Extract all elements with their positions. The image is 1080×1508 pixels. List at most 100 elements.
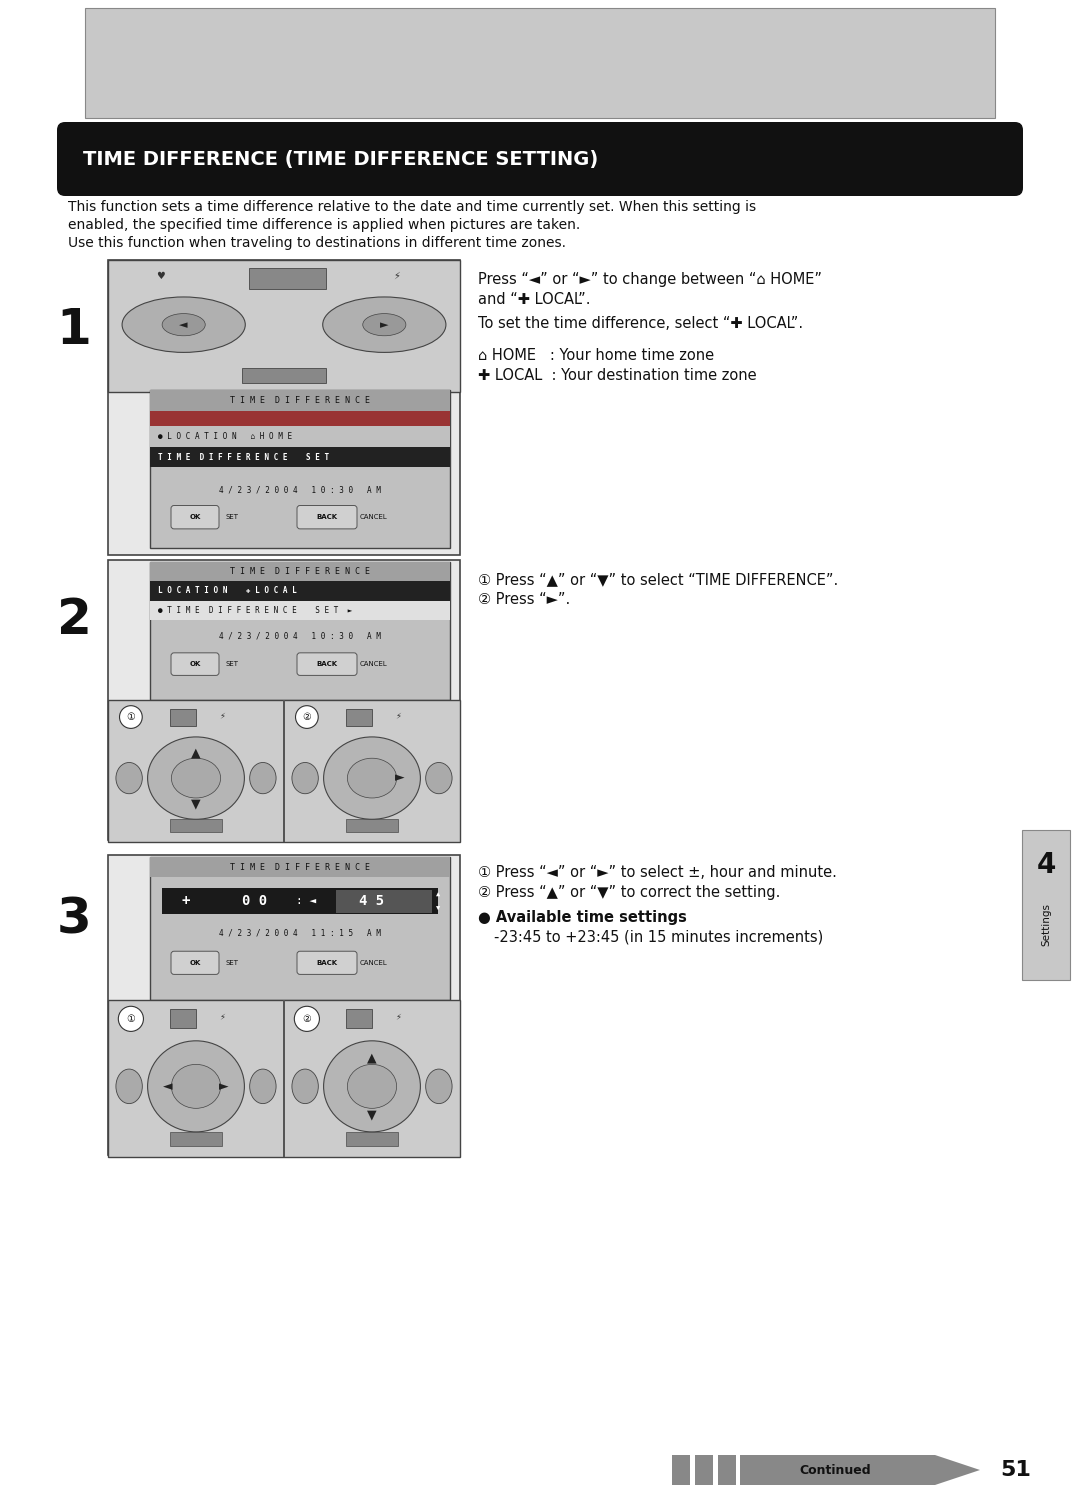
- Bar: [1022, 829, 1070, 980]
- Text: 51: 51: [1000, 1460, 1031, 1479]
- Bar: [150, 427, 450, 446]
- Text: TIME DIFFERENCE (TIME DIFFERENCE SETTING): TIME DIFFERENCE (TIME DIFFERENCE SETTING…: [83, 149, 598, 169]
- Ellipse shape: [249, 1069, 276, 1104]
- Text: ② Press “►”.: ② Press “►”.: [478, 593, 570, 608]
- Text: OK: OK: [189, 959, 201, 965]
- Bar: [150, 391, 450, 547]
- Bar: [718, 1455, 735, 1485]
- Bar: [150, 391, 450, 410]
- Text: SET: SET: [225, 514, 238, 520]
- Ellipse shape: [348, 759, 396, 798]
- Text: ⚡: ⚡: [393, 270, 400, 280]
- Bar: [150, 857, 450, 878]
- Ellipse shape: [148, 1041, 244, 1133]
- Text: BACK: BACK: [316, 661, 338, 667]
- Text: ►: ►: [219, 1080, 229, 1093]
- Text: ◄: ◄: [179, 320, 188, 330]
- Text: L O C A T I O N    ✚ L O C A L: L O C A T I O N ✚ L O C A L: [158, 587, 297, 596]
- Bar: [108, 855, 460, 1155]
- FancyBboxPatch shape: [57, 122, 1023, 196]
- Bar: [346, 819, 399, 832]
- Ellipse shape: [162, 314, 205, 336]
- Text: ① Press “◄” or “►” to select ±, hour and minute.: ① Press “◄” or “►” to select ±, hour and…: [478, 866, 837, 881]
- Text: 4 / 2 3 / 2 0 0 4   1 0 : 3 0   A M: 4 / 2 3 / 2 0 0 4 1 0 : 3 0 A M: [219, 486, 381, 495]
- Text: CANCEL: CANCEL: [360, 661, 388, 667]
- Text: ▲: ▲: [367, 1051, 377, 1065]
- Bar: [150, 562, 450, 581]
- FancyBboxPatch shape: [171, 653, 219, 676]
- Bar: [170, 1133, 222, 1146]
- Bar: [85, 8, 995, 118]
- Ellipse shape: [323, 297, 446, 353]
- Text: SET: SET: [225, 959, 238, 965]
- Text: -23:45 to +23:45 (in 15 minutes increments): -23:45 to +23:45 (in 15 minutes incremen…: [494, 930, 823, 946]
- Text: This function sets a time difference relative to the date and time currently set: This function sets a time difference rel…: [68, 201, 756, 214]
- Text: ①: ①: [126, 712, 135, 722]
- Text: OK: OK: [189, 661, 201, 667]
- Text: T I M E  D I F F E R E N C E: T I M E D I F F E R E N C E: [230, 395, 370, 404]
- Text: 3: 3: [56, 896, 92, 944]
- Text: ● L O C A T I O N   ⌂ H O M E: ● L O C A T I O N ⌂ H O M E: [158, 433, 292, 442]
- Text: Settings: Settings: [1041, 903, 1051, 947]
- Text: ►: ►: [380, 320, 389, 330]
- Text: ● Available time settings: ● Available time settings: [478, 909, 687, 924]
- Ellipse shape: [363, 314, 406, 336]
- Text: 4 5: 4 5: [360, 894, 384, 908]
- Text: ● T I M E  D I F F E R E N C E    S E T  ►: ● T I M E D I F F E R E N C E S E T ►: [158, 606, 352, 615]
- Bar: [150, 562, 450, 700]
- Text: Press “◄” or “►” to change between “⌂ HOME”: Press “◄” or “►” to change between “⌂ HO…: [478, 271, 822, 287]
- Bar: [283, 700, 285, 841]
- Ellipse shape: [348, 1065, 396, 1108]
- Text: +: +: [181, 894, 190, 908]
- Text: BACK: BACK: [316, 514, 338, 520]
- Text: ▼: ▼: [191, 798, 201, 810]
- Circle shape: [295, 1006, 320, 1031]
- Bar: [150, 857, 450, 1000]
- Text: Use this function when traveling to destinations in different time zones.: Use this function when traveling to dest…: [68, 235, 566, 250]
- Ellipse shape: [324, 737, 420, 819]
- Bar: [696, 1455, 713, 1485]
- Text: ① Press “▲” or “▼” to select “TIME DIFFERENCE”.: ① Press “▲” or “▼” to select “TIME DIFFE…: [478, 572, 838, 587]
- Text: 4 / 2 3 / 2 0 0 4   1 1 : 1 5   A M: 4 / 2 3 / 2 0 0 4 1 1 : 1 5 A M: [219, 929, 381, 938]
- Circle shape: [119, 1006, 144, 1031]
- Bar: [248, 268, 326, 290]
- Bar: [150, 446, 450, 467]
- Text: 2: 2: [56, 596, 92, 644]
- Ellipse shape: [172, 1065, 220, 1108]
- Bar: [170, 709, 195, 725]
- Text: 4: 4: [1037, 851, 1055, 879]
- Bar: [346, 1133, 399, 1146]
- Bar: [150, 581, 450, 600]
- FancyBboxPatch shape: [297, 952, 357, 974]
- Text: ▼: ▼: [436, 905, 441, 911]
- Bar: [283, 1000, 285, 1157]
- Ellipse shape: [148, 737, 244, 819]
- Text: 0 0: 0 0: [242, 894, 268, 908]
- Bar: [108, 559, 460, 840]
- Bar: [346, 709, 372, 725]
- Text: ②: ②: [302, 1013, 311, 1024]
- Text: ►: ►: [395, 772, 405, 784]
- Bar: [170, 819, 222, 832]
- Text: ⚡: ⚡: [395, 1012, 402, 1021]
- Polygon shape: [740, 1455, 980, 1485]
- Ellipse shape: [122, 297, 245, 353]
- Text: enabled, the specified time difference is applied when pictures are taken.: enabled, the specified time difference i…: [68, 219, 580, 232]
- Text: T I M E  D I F F E R E N C E: T I M E D I F F E R E N C E: [230, 567, 370, 576]
- Text: CANCEL: CANCEL: [360, 959, 388, 965]
- Circle shape: [296, 706, 319, 728]
- Ellipse shape: [172, 759, 220, 798]
- Bar: [108, 259, 460, 555]
- FancyBboxPatch shape: [297, 505, 357, 529]
- Text: ①: ①: [126, 1013, 135, 1024]
- Bar: [336, 890, 432, 912]
- Text: ② Press “▲” or “▼” to correct the setting.: ② Press “▲” or “▼” to correct the settin…: [478, 885, 781, 900]
- Text: CANCEL: CANCEL: [360, 514, 388, 520]
- Text: OK: OK: [189, 514, 201, 520]
- Bar: [150, 410, 450, 427]
- Ellipse shape: [116, 763, 143, 793]
- Text: ⚡: ⚡: [395, 712, 402, 721]
- Text: T I M E  D I F F E R E N C E    S E T: T I M E D I F F E R E N C E S E T: [158, 452, 329, 461]
- FancyBboxPatch shape: [171, 952, 219, 974]
- Text: ⚡: ⚡: [219, 1012, 226, 1021]
